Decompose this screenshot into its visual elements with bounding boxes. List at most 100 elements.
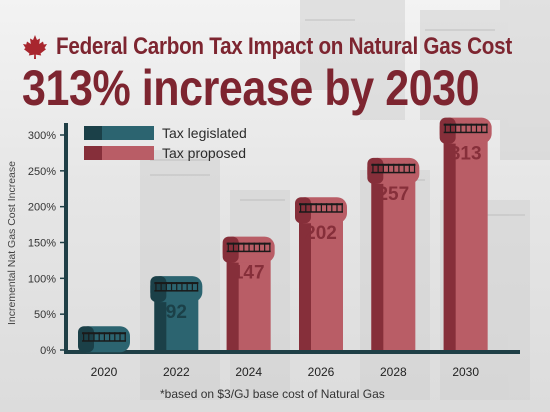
tank-rail-post (238, 242, 240, 252)
tank-rail-post (310, 203, 312, 213)
tank-rail-post (315, 203, 317, 213)
tank-rail-post (403, 163, 405, 173)
tank-rail-post (98, 332, 100, 342)
tank-rail-post (331, 203, 333, 213)
tank-rail-post (176, 282, 178, 292)
tank-rail-post (88, 332, 90, 342)
footnote: *based on $3/GJ base cost of Natural Gas (160, 387, 385, 401)
tank-rail-post (377, 163, 379, 173)
title-row: Federal Carbon Tax Impact on Natural Gas… (22, 32, 550, 62)
y-tick-label: 0% (40, 345, 56, 357)
tank-rail-post (398, 163, 400, 173)
legend-item-proposed: Tax proposed (84, 144, 247, 162)
tank-rail-post (165, 282, 167, 292)
data-label: 313 (450, 144, 482, 165)
tank-rail-post (186, 282, 188, 292)
tank-rail-post (93, 332, 95, 342)
tank-rail-post (232, 242, 235, 252)
data-label: 92 (166, 302, 187, 323)
tank-head-shade (295, 197, 311, 224)
legend-swatch-proposed (84, 146, 154, 160)
bar-2020 (78, 326, 130, 353)
tank-rail-post (341, 203, 343, 213)
x-tick-label: 2028 (380, 365, 407, 379)
x-tick-label: 2026 (308, 365, 335, 379)
tank-rail-post (475, 123, 478, 133)
tank-rail-post (191, 282, 193, 292)
tank-rail-post (103, 332, 105, 342)
x-tick-label: 2024 (235, 365, 262, 379)
tank-rail-post (119, 332, 121, 342)
legend-label-proposed: Tax proposed (162, 145, 247, 161)
tank-rail-post (300, 203, 302, 213)
tank-head-shade (78, 326, 94, 353)
tank-rail-post (269, 242, 271, 252)
tank-rail-post (243, 242, 245, 252)
headline: 313% increase by 2030 (22, 60, 480, 116)
tank-rail-post (382, 163, 384, 173)
legend-item-legislated: Tax legislated (84, 124, 247, 142)
y-tick-label: 50% (34, 309, 56, 321)
tank-rail-post (465, 123, 467, 133)
legend-label-legislated: Tax legislated (162, 125, 247, 141)
tank-rail-post (83, 332, 85, 342)
tank-rail-post (253, 242, 255, 252)
tank-rail-post (460, 123, 462, 133)
tank-rail-post (264, 242, 266, 252)
bar-2028: 257 (367, 157, 420, 350)
tank-rail-post (124, 332, 126, 342)
tank-rail-post (449, 123, 452, 133)
y-tick-label: 150% (28, 238, 56, 250)
maple-leaf-icon (23, 35, 47, 59)
bar-2030: 313 (439, 117, 492, 350)
data-label: 147 (233, 263, 265, 284)
tank-rail-post (413, 163, 416, 173)
x-tick-label: 2022 (163, 365, 190, 379)
tank-rail-post (481, 123, 483, 133)
data-label: 202 (305, 223, 337, 244)
bar-2024: 147 (222, 236, 275, 350)
tank-rail-post (455, 123, 457, 133)
tank-rail-post (336, 203, 338, 213)
bar-shade (371, 175, 384, 350)
tank-rail-post (444, 123, 446, 133)
y-tick-label: 200% (28, 202, 56, 214)
tank-rail-post (170, 282, 173, 292)
y-tick-label: 250% (28, 166, 56, 178)
tank-rail-post (227, 242, 229, 252)
tank-rail-post (305, 203, 307, 213)
bar-2026: 202 (295, 197, 347, 350)
legend-swatch-legislated (84, 126, 154, 140)
chart-title: Federal Carbon Tax Impact on Natural Gas… (56, 33, 512, 60)
tank-rail-post (196, 282, 199, 292)
tank-rail-post (326, 203, 328, 213)
tank-rail-post (372, 163, 374, 173)
tank-rail-post (258, 242, 261, 252)
tank-rail-post (320, 203, 322, 213)
tank-rail-post (155, 282, 157, 292)
tank-rail-post (486, 123, 488, 133)
bar-2022: 92 (150, 276, 203, 350)
tank-rail-post (248, 242, 250, 252)
tank-rail-post (470, 123, 472, 133)
tank-head-shade (222, 236, 239, 263)
tank-rail-post (114, 332, 116, 342)
bar-shade (226, 254, 239, 350)
tank-rail-post (393, 163, 395, 173)
x-tick-label: 2030 (452, 365, 479, 379)
tank-rail-post (181, 282, 183, 292)
y-tick-label: 100% (28, 273, 56, 285)
tank-rail-post (408, 163, 410, 173)
tank-head-shade (150, 276, 167, 303)
bar-shade (154, 294, 167, 350)
tank-rail-post (109, 332, 111, 342)
x-tick-label: 2020 (91, 365, 118, 379)
y-tick-label: 300% (28, 130, 56, 142)
tank-rail-post (160, 282, 162, 292)
tank-rail-post (387, 163, 390, 173)
data-label: 257 (377, 184, 409, 205)
tank-head-shade (367, 157, 384, 184)
